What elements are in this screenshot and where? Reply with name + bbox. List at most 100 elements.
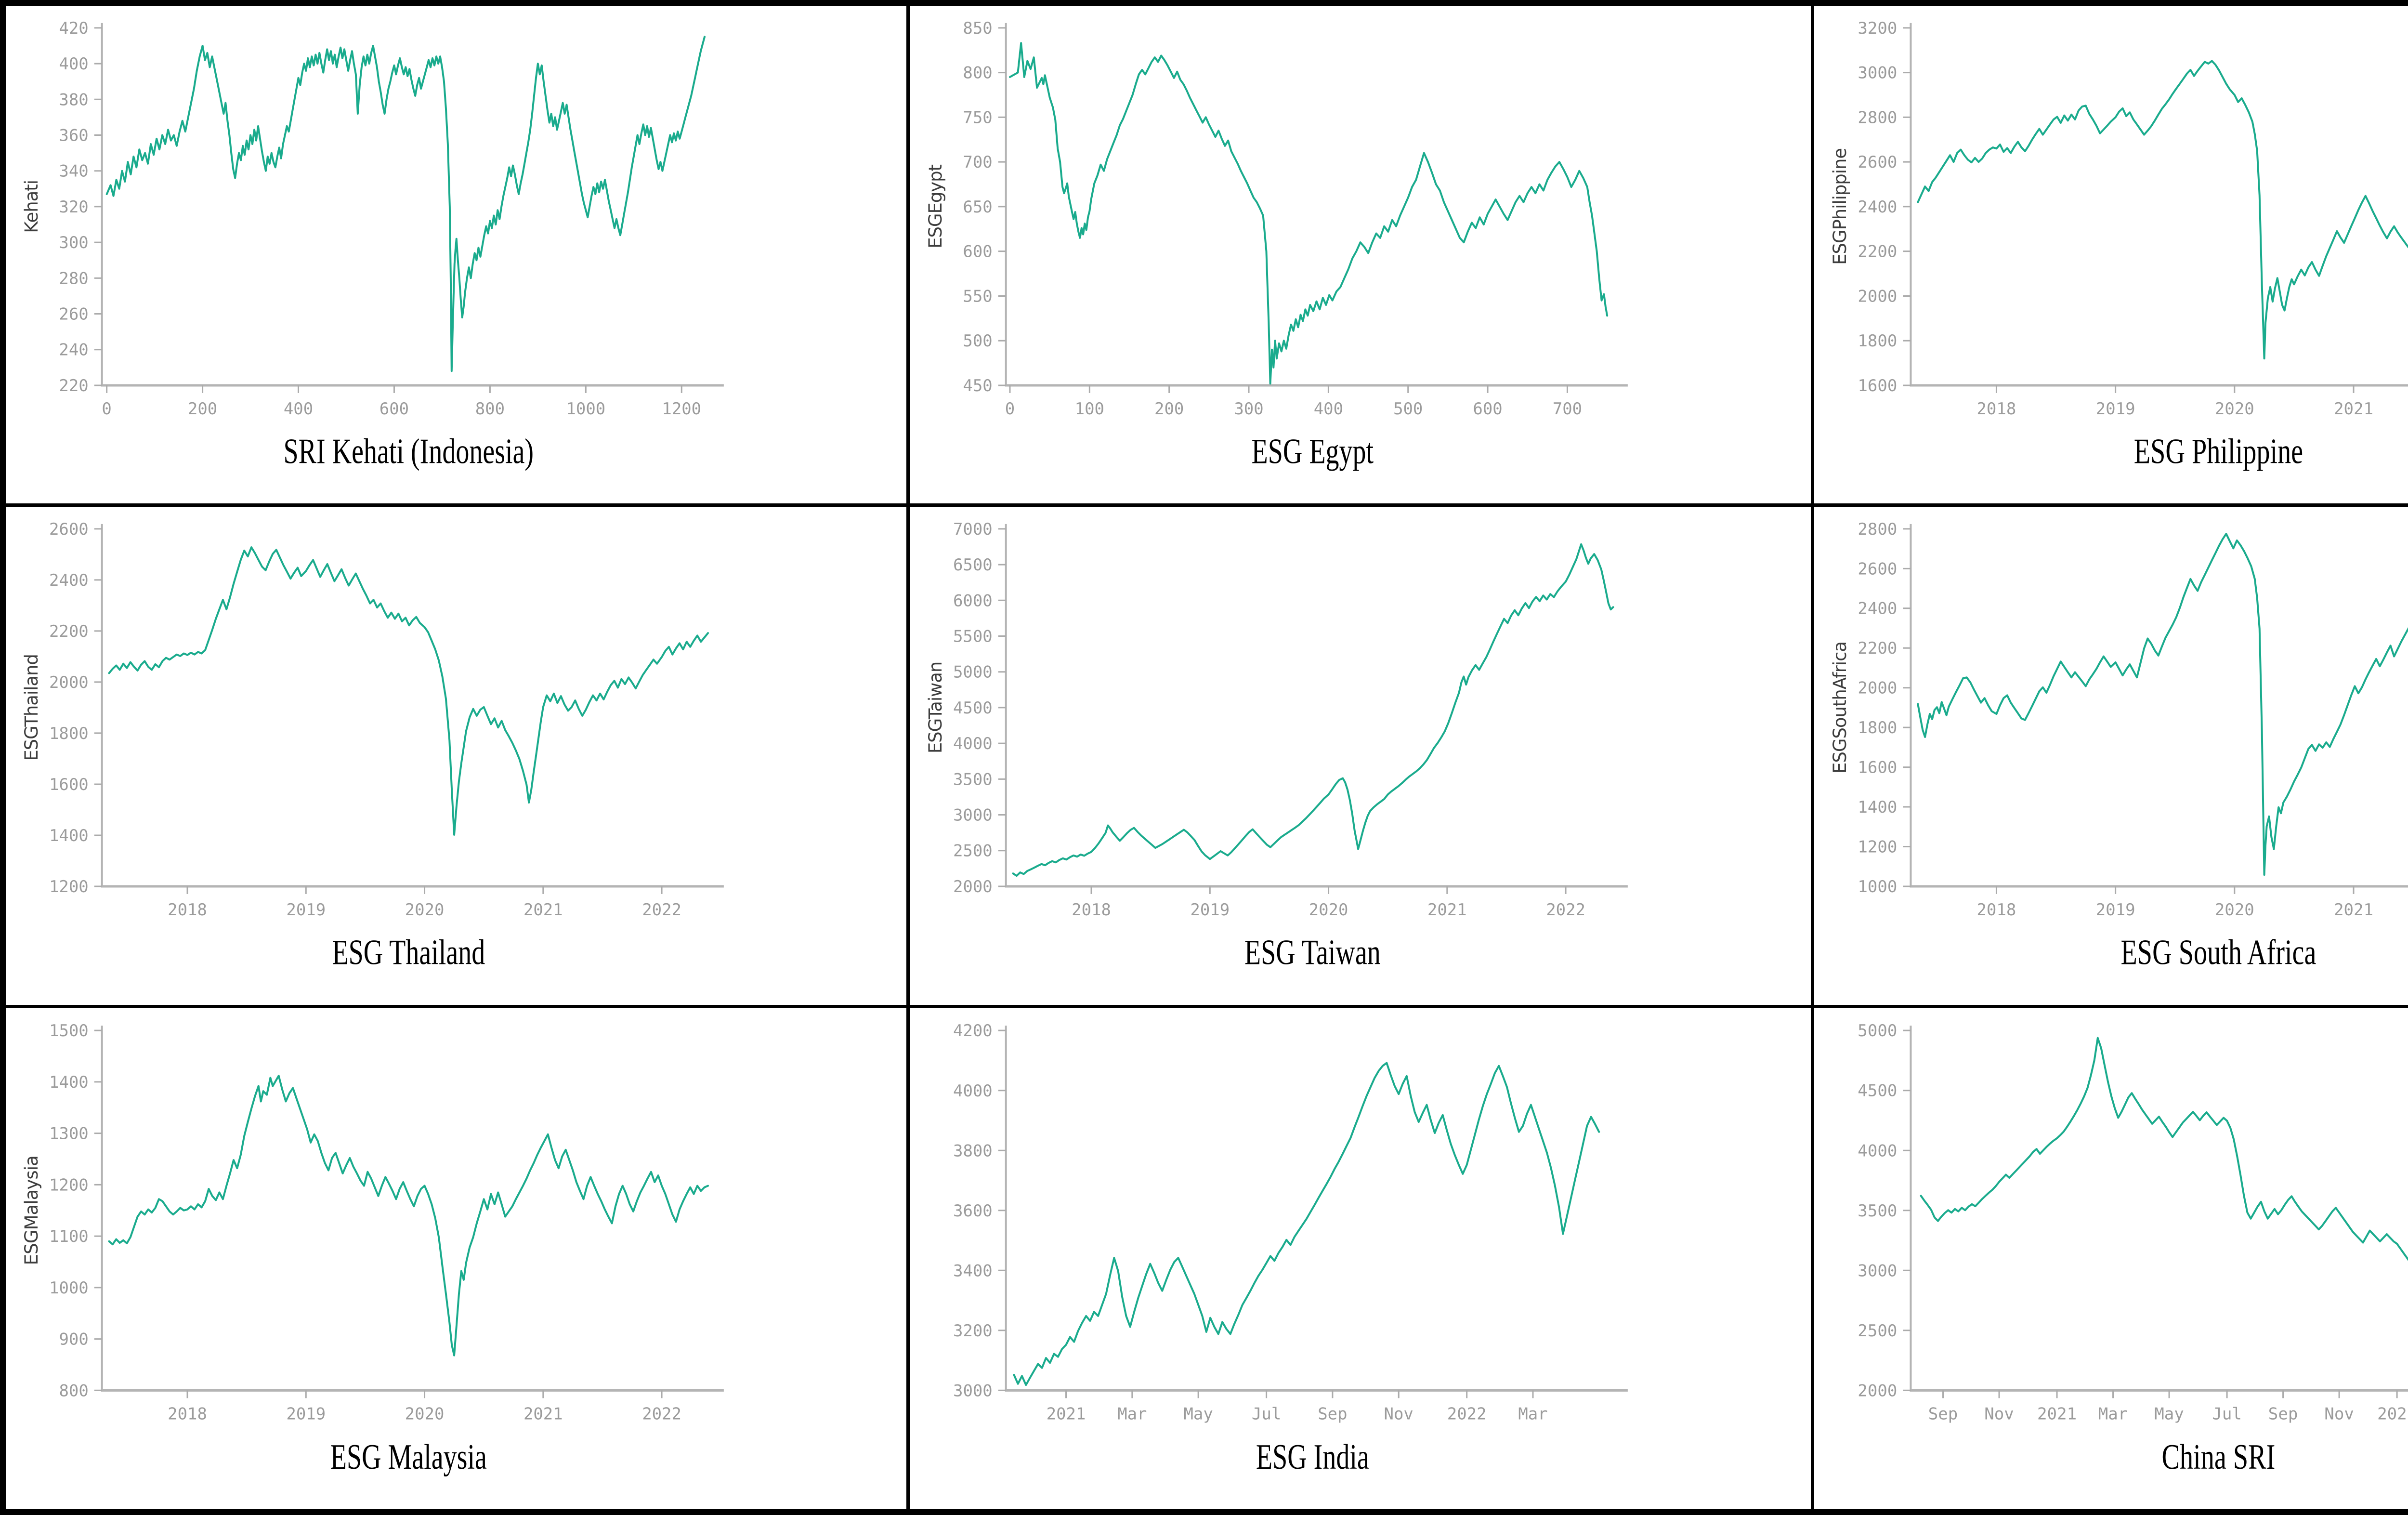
x-tick-label: Nov (2324, 1404, 2354, 1423)
y-tick-label: 420 (59, 19, 88, 38)
chart-canvas: 3000 3200 3400 3600 3800 4000 4200 2021 Mar May Ju… (953, 1021, 1628, 1477)
x-tick-label: 2019 (286, 1404, 326, 1423)
y-tick-label: 1600 (1858, 376, 1897, 395)
y-tick-label: 600 (963, 243, 993, 262)
y-tick-label: 2800 (1858, 520, 1897, 539)
chart-cell-7: 800 900 1000 1100 1200 1300 1400 1500 2018 2019 20… (6, 1008, 910, 1509)
x-tick-label: 2018 (1072, 901, 1111, 920)
x-tick-label: 300 (1234, 400, 1264, 419)
y-tick-label: 3000 (953, 1381, 993, 1400)
series-line (1013, 1062, 1600, 1386)
chart-canvas: 800 900 1000 1100 1200 1300 1400 1500 2018 2019 20… (21, 1021, 724, 1477)
x-tick-label: 2021 (523, 901, 563, 920)
y-tick-label: 900 (59, 1330, 88, 1349)
x-tick-label: 100 (1075, 400, 1104, 419)
y-tick-label: 260 (59, 305, 88, 324)
y-tick-label: 2600 (49, 520, 89, 539)
y-tick-label: 1400 (1858, 798, 1897, 817)
x-tick-label: 2020 (2214, 399, 2254, 419)
y-axis-label: ESGPhilippine (1830, 148, 1850, 265)
chart-canvas: 450 500 550 600 650 700 750 800 850 0 100 200 300 400… (925, 19, 1628, 471)
x-tick-label: Sep (2268, 1404, 2298, 1423)
y-tick-label: 1800 (1858, 331, 1897, 351)
chart-canvas: 1200 1400 1600 1800 2000 2200 2400 2600 2018 2019… (21, 520, 724, 973)
y-tick-label: 3000 (1858, 64, 1897, 83)
series-line (1012, 543, 1614, 877)
y-tick-label: 4200 (953, 1021, 993, 1041)
y-tick-label: 1800 (1858, 719, 1897, 738)
x-tick-label: Sep (1928, 1404, 1958, 1423)
series-line (1920, 1037, 2408, 1261)
chart-cell-2: 450 500 550 600 650 700 750 800 850 0 100 200 300 400… (910, 6, 1814, 507)
y-tick-label: 1200 (1858, 838, 1897, 857)
y-tick-label: 750 (963, 108, 993, 127)
chart-canvas: 2000 2500 3000 3500 4000 4500 5000 Sep Nov 2021 Ma… (1858, 1021, 2408, 1477)
y-tick-label: 3000 (953, 806, 993, 825)
x-tick-label: May (2154, 1404, 2184, 1423)
y-tick-label: 700 (963, 153, 993, 172)
y-axis-label: ESGEgypt (925, 165, 946, 249)
y-tick-label: 2800 (1858, 108, 1897, 127)
x-tick-label: 2019 (1191, 901, 1230, 920)
chart-cell-9: 2000 2500 3000 3500 4000 4500 5000 Sep Nov 2021 Ma… (1814, 1008, 2408, 1509)
y-axis-label: ESGSouthAfrica (1830, 642, 1850, 774)
y-tick-label: 340 (59, 162, 88, 181)
x-tick-label: 400 (1314, 400, 1343, 419)
x-tick-label: 2022 (1447, 1404, 1487, 1423)
chart-title: China SRI (2161, 1437, 2275, 1476)
chart-canvas: 220 240 260 280 300 320 340 360 380 400 420 0 200 400… (21, 19, 724, 471)
x-tick-label: Nov (1384, 1404, 1413, 1423)
y-tick-label: 500 (963, 332, 993, 351)
series-line (105, 36, 706, 372)
y-tick-label: 380 (59, 91, 88, 109)
x-tick-label: 200 (188, 400, 217, 419)
y-tick-label: 1200 (49, 1175, 89, 1195)
y-tick-label: 650 (963, 198, 993, 217)
y-tick-label: 5000 (953, 663, 993, 682)
x-tick-label: Jul (2212, 1404, 2242, 1423)
x-tick-label: 2020 (405, 1404, 445, 1423)
y-tick-label: 4000 (1858, 1141, 1897, 1160)
x-tick-label: 1200 (662, 400, 701, 419)
y-tick-label: 2000 (1858, 287, 1897, 306)
chart-cell-3: 1600 1800 2000 2200 2400 2600 2800 3000 3200 2018… (1814, 6, 2408, 507)
y-tick-label: 1500 (49, 1021, 89, 1041)
x-tick-label: 2018 (1976, 900, 2016, 920)
y-tick-label: 400 (59, 55, 88, 74)
y-tick-label: 300 (59, 234, 88, 252)
x-tick-label: 2021 (2334, 399, 2373, 419)
y-tick-label: 1200 (49, 878, 89, 896)
y-tick-label: 3200 (1858, 19, 1897, 38)
y-tick-label: 3500 (953, 771, 993, 790)
x-tick-label: 2021 (2334, 900, 2373, 920)
y-tick-label: 3500 (1858, 1201, 1897, 1220)
x-tick-label: Mar (1518, 1404, 1548, 1423)
x-tick-label: Mar (1118, 1404, 1147, 1423)
y-tick-label: 1000 (49, 1278, 89, 1297)
x-tick-label: 0 (1005, 400, 1015, 419)
x-tick-label: 2019 (2095, 900, 2135, 920)
x-tick-label: Nov (1984, 1404, 2014, 1423)
y-tick-label: 1600 (1858, 758, 1897, 777)
y-tick-label: 1100 (49, 1227, 89, 1246)
x-tick-label: 2021 (2037, 1404, 2077, 1423)
x-tick-label: 2019 (286, 901, 326, 920)
y-tick-label: 850 (963, 19, 993, 38)
y-tick-label: 2000 (49, 673, 89, 692)
x-tick-label: 2020 (405, 901, 445, 920)
y-tick-label: 5000 (1858, 1021, 1897, 1041)
y-tick-label: 550 (963, 287, 993, 306)
x-tick-label: 600 (1473, 400, 1503, 419)
x-tick-label: 1000 (566, 400, 605, 419)
y-tick-label: 2200 (1858, 242, 1897, 262)
series-line (108, 546, 709, 836)
series-line (1009, 42, 1609, 385)
x-tick-label: 2021 (523, 1404, 563, 1423)
y-tick-label: 2200 (1858, 639, 1897, 659)
y-tick-label: 5500 (953, 628, 993, 646)
y-tick-label: 4500 (953, 699, 993, 718)
series-line (108, 1074, 709, 1357)
y-tick-label: 1400 (49, 1073, 89, 1092)
